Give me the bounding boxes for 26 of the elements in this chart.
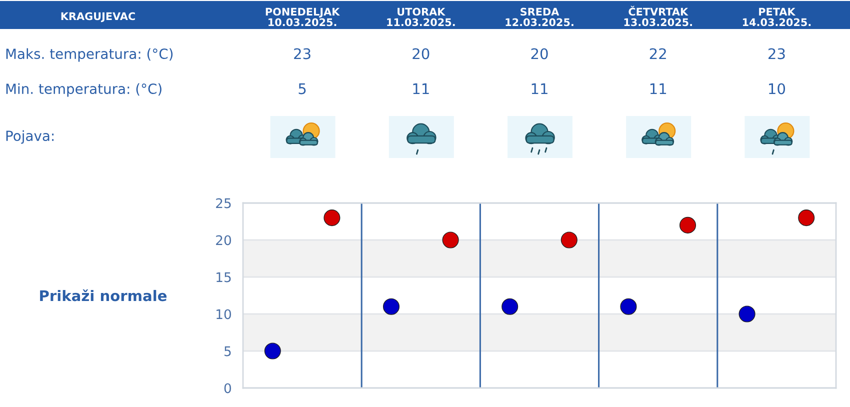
text: SREDA 12.03.2025. bbox=[506, 8, 574, 26]
text: PETAK 14.03.2025. bbox=[742, 8, 811, 26]
data-label: 20 bbox=[531, 48, 548, 60]
data-label: 22 bbox=[650, 48, 666, 60]
text: KRAGUJEVAC bbox=[61, 12, 135, 22]
y-tick-label: 25 bbox=[216, 198, 231, 208]
data-label: 11 bbox=[650, 83, 666, 94]
y-tick-label: 20 bbox=[216, 235, 232, 246]
data-label: 11 bbox=[532, 83, 548, 94]
y-tick-label: 10 bbox=[216, 309, 232, 320]
text: UTORAK 11.03.2025. bbox=[387, 8, 455, 26]
y-tick-label: 15 bbox=[216, 272, 231, 282]
data-label: 5 bbox=[298, 83, 306, 94]
data-label: 10 bbox=[769, 83, 786, 94]
text: Min. temperatura: (°C) bbox=[6, 83, 162, 97]
data-label: 23 bbox=[294, 48, 310, 60]
y-tick-label: 0 bbox=[224, 383, 232, 394]
data-label: 11 bbox=[413, 83, 429, 94]
text: PONEDELJAK 10.03.2025. bbox=[266, 8, 340, 26]
data-label: 20 bbox=[412, 48, 430, 60]
data-label: 23 bbox=[768, 48, 785, 60]
text: Pojava: bbox=[6, 130, 54, 144]
text: Maks. temperatura: (°C) bbox=[6, 48, 173, 62]
text: ČETVRTAK 13.03.2025. bbox=[624, 6, 692, 26]
text: Prikaži normale bbox=[40, 289, 167, 302]
y-tick-label: 5 bbox=[224, 346, 231, 356]
